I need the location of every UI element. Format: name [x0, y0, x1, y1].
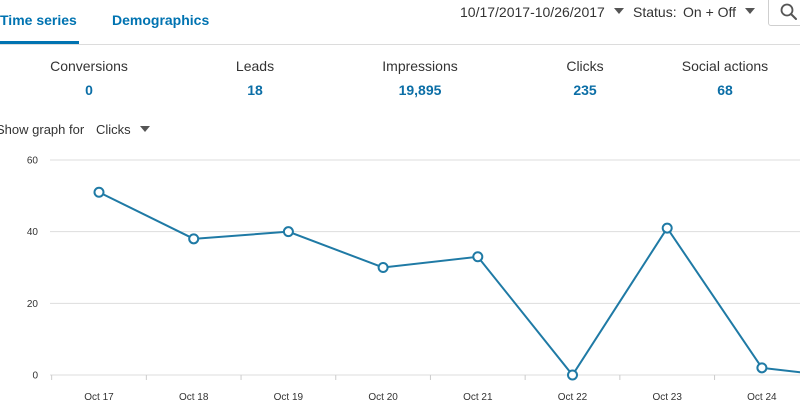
search-button[interactable] — [768, 0, 800, 26]
status-value: On + Off — [683, 4, 737, 20]
metric-label: Clicks — [566, 58, 604, 74]
chevron-down-icon — [613, 8, 624, 15]
y-tick-label: 60 — [27, 156, 39, 167]
search-icon — [780, 3, 797, 20]
chevron-down-icon — [745, 8, 756, 15]
status-dropdown[interactable]: On + Off — [683, 4, 756, 20]
metric-social-actions: Social actions 68 — [660, 58, 790, 98]
graph-metric-dropdown[interactable]: Clicks — [96, 122, 150, 137]
data-point — [661, 222, 673, 234]
metric-label: Leads — [235, 58, 275, 74]
metric-value: 0 — [85, 82, 93, 98]
top-bar: Time series Demographics 10/17/2017-10/2… — [0, 0, 800, 45]
date-range-dropdown[interactable]: 10/17/2017-10/26/2017 — [460, 4, 624, 20]
x-tick-label: Oct 20 — [368, 392, 398, 403]
series-line — [98, 191, 763, 377]
metric-leads: Leads 18 — [185, 58, 325, 98]
x-tick-label: Oct 24 — [747, 392, 777, 403]
graph-metric-value: Clicks — [96, 122, 131, 137]
metric-clicks: Clicks 235 — [515, 58, 655, 98]
metric-label: Social actions — [681, 58, 769, 74]
x-tick-label: Oct 21 — [463, 392, 493, 403]
metric-conversions: Conversions 0 — [19, 58, 159, 98]
date-range-value: 10/17/2017-10/26/2017 — [460, 4, 605, 20]
x-tick-label: Oct 18 — [179, 392, 209, 403]
tab-time-series[interactable]: Time series — [0, 12, 77, 28]
data-point — [188, 233, 200, 245]
data-point — [567, 369, 578, 381]
tab-demographics[interactable]: Demographics — [112, 12, 210, 28]
y-tick-label: 40 — [27, 227, 39, 238]
data-point — [377, 262, 389, 273]
show-graph-label: Show graph for — [0, 122, 85, 137]
metric-label: Conversions — [50, 58, 128, 74]
data-point — [472, 251, 484, 263]
metric-value: 68 — [717, 82, 733, 98]
active-tab-indicator — [0, 41, 79, 44]
metric-value: 19,895 — [398, 82, 442, 98]
y-tick-label: 20 — [27, 299, 39, 310]
chevron-down-icon — [139, 125, 150, 132]
metric-value: 235 — [573, 82, 597, 98]
metric-value: 18 — [247, 82, 263, 98]
data-point — [756, 362, 768, 374]
metric-impressions: Impressions 19,895 — [350, 58, 490, 98]
y-tick-label: 0 — [32, 371, 38, 382]
data-point — [93, 186, 105, 198]
x-tick-label: Oct 19 — [274, 392, 304, 403]
x-tick-label: Oct 23 — [652, 392, 682, 403]
x-tick-label: Oct 22 — [558, 392, 588, 403]
data-point — [282, 226, 294, 238]
status-label: Status: — [633, 4, 677, 20]
metric-label: Impressions — [382, 58, 458, 74]
x-tick-label: Oct 17 — [84, 392, 114, 403]
series-line-continuation — [761, 366, 800, 374]
